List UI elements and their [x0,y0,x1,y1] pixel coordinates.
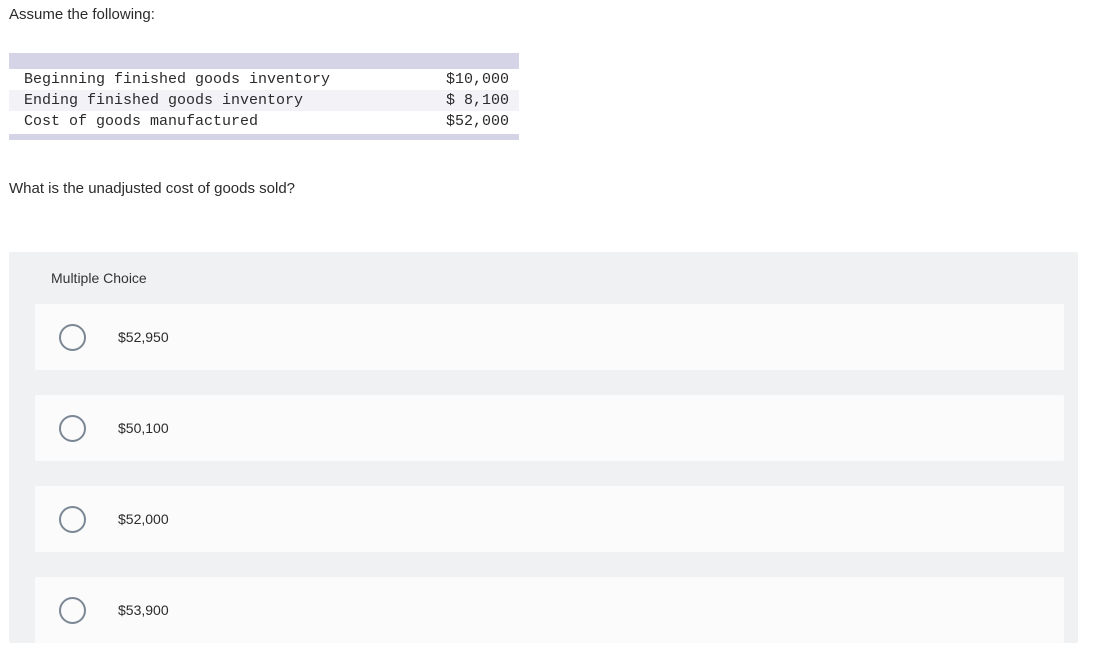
radio-button[interactable] [59,415,86,442]
option[interactable]: $50,100 [35,395,1064,461]
table-row: Ending finished goods inventory$ 8,100 [9,90,519,111]
multiple-choice-container: Multiple Choice $52,950 $50,100 $52,000 $53… [9,252,1078,643]
table-header-bar [9,53,519,69]
radio-button[interactable] [59,506,86,533]
multiple-choice-header: Multiple Choice [9,252,1078,304]
table-row-value: $ 8,100 [446,90,509,111]
option-label: $53,900 [118,602,169,618]
intro-text: Assume the following: [0,0,1095,23]
table-row-value: $10,000 [446,69,509,90]
option[interactable]: $52,000 [35,486,1064,552]
radio-button[interactable] [59,597,86,624]
question-text: What is the unadjusted cost of goods sol… [0,140,1095,197]
table-row-label: Ending finished goods inventory [24,90,446,111]
table-row-label: Beginning finished goods inventory [24,69,446,90]
radio-button[interactable] [59,324,86,351]
option-label: $50,100 [118,420,169,436]
data-table: Beginning finished goods inventory$10,00… [9,53,519,140]
table-row-label: Cost of goods manufactured [24,111,446,132]
table-row: Cost of goods manufactured$52,000 [9,111,519,132]
option-label: $52,000 [118,511,169,527]
option-label: $52,950 [118,329,169,345]
option[interactable]: $52,950 [35,304,1064,370]
table-row-value: $52,000 [446,111,509,132]
option[interactable]: $53,900 [35,577,1064,643]
table-row: Beginning finished goods inventory$10,00… [9,69,519,90]
